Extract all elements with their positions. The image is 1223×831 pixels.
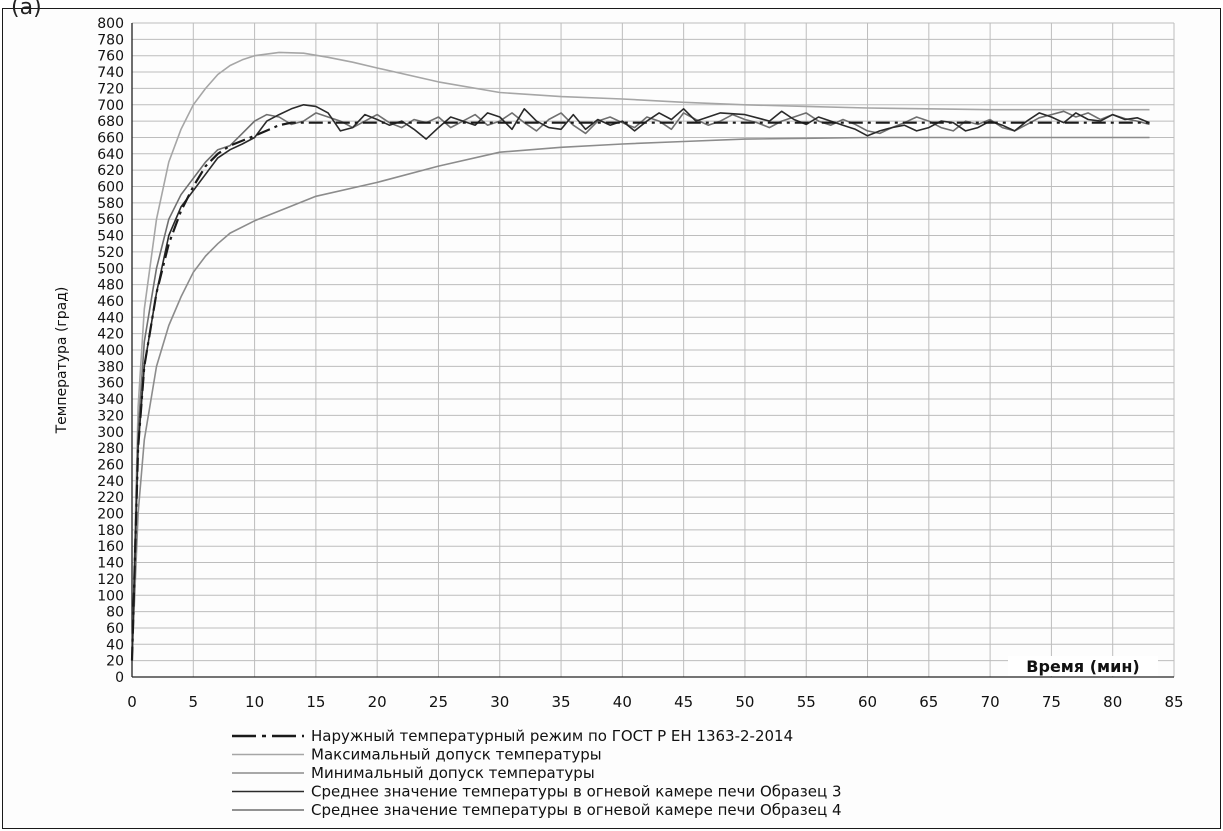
y-tick-label: 80 [106,605,124,621]
y-tick-label: 480 [97,278,124,294]
legend-label-1: Наружный температурный режим по ГОСТ Р Е… [311,727,793,745]
y-tick-label: 200 [97,507,124,523]
y-tick-label: 220 [97,490,124,506]
x-tick-label: 80 [1103,693,1122,711]
x-tick-label: 45 [674,693,693,711]
y-tick-label: 800 [97,16,124,32]
series-line-4 [131,104,1150,661]
y-tick-label: 560 [97,212,124,228]
x-tick-label: 20 [368,693,387,711]
y-tick-label: 300 [97,425,124,441]
legend-label-2: Максимальный допуск температуры [311,746,602,764]
y-tick-label: 680 [97,114,124,130]
x-tick-label: 15 [306,693,325,711]
y-tick-label: 640 [97,147,124,163]
legend: Наружный температурный режим по ГОСТ Р Е… [232,727,842,819]
y-tick-label: 340 [97,392,124,408]
chart-grid [131,22,1175,678]
x-tick-label: 70 [981,693,1000,711]
y-tick-label: 600 [97,180,124,196]
y-tick-label: 100 [97,588,124,604]
x-tick-label: 35 [552,693,571,711]
y-tick-label: 760 [97,49,124,65]
y-tick-label: 520 [97,245,124,261]
y-tick-label: 360 [97,376,124,392]
y-tick-label: 120 [97,572,124,588]
y-tick-label: 180 [97,523,124,539]
y-tick-label: 260 [97,457,124,473]
x-tick-label: 75 [1042,693,1061,711]
x-tick-label: 55 [797,693,816,711]
y-tick-label: 720 [97,81,124,97]
y-tick-label: 240 [97,474,124,490]
y-tick-label: 60 [106,621,124,637]
y-tick-label: 740 [97,65,124,81]
series-line-3 [131,136,1150,661]
y-tick-label: 320 [97,408,124,424]
y-tick-label: 580 [97,196,124,212]
chart-axes [131,23,1174,678]
chart-series [130,51,1150,661]
y-tick-label: 40 [106,637,124,653]
x-tick-label: 40 [613,693,632,711]
x-tick-label: 60 [858,693,877,711]
y-tick-label: 540 [97,229,124,245]
y-axis-label: Температура (град) [54,287,70,435]
y-tick-label: 380 [97,359,124,375]
x-tick-label: 50 [735,693,754,711]
x-tick-label: 5 [189,693,199,711]
series-line-5 [131,110,1150,661]
x-axis-label: Время (мин) [1026,657,1139,676]
legend-label-3: Минимальный допуск температуры [311,764,595,782]
y-tick-label: 660 [97,130,124,146]
y-tick-label: 0 [115,670,124,686]
y-tick-label: 160 [97,539,124,555]
x-tick-label: 0 [127,693,137,711]
x-tick-label: 30 [490,693,509,711]
legend-label-5: Среднее значение температуры в огневой к… [311,801,842,819]
y-tick-label: 280 [97,441,124,457]
y-tick-label: 460 [97,294,124,310]
x-tick-label: 10 [245,693,264,711]
y-tick-label: 20 [106,654,124,670]
figure-label: (a) [11,0,42,20]
y-tick-label: 140 [97,556,124,572]
series-line-2 [131,51,1150,661]
x-tick-label: 25 [429,693,448,711]
x-tick-label: 85 [1164,693,1183,711]
y-tick-label: 780 [97,32,124,48]
x-tick-label: 65 [919,693,938,711]
series-line-1 [130,121,1150,661]
y-tick-label: 400 [97,343,124,359]
y-tick-label: 440 [97,310,124,326]
legend-label-4: Среднее значение температуры в огневой к… [311,783,842,801]
y-tick-labels: 0204060801001201401601802002202402602803… [97,16,124,686]
x-axis-label-bg [1008,656,1158,676]
x-tick-labels: 0 5 10 15 20 25 30 35 40 45 50 55 60 65 70 75 80 85 [127,693,1183,711]
y-tick-label: 500 [97,261,124,277]
y-tick-label: 700 [97,98,124,114]
y-tick-label: 620 [97,163,124,179]
y-tick-label: 420 [97,327,124,343]
